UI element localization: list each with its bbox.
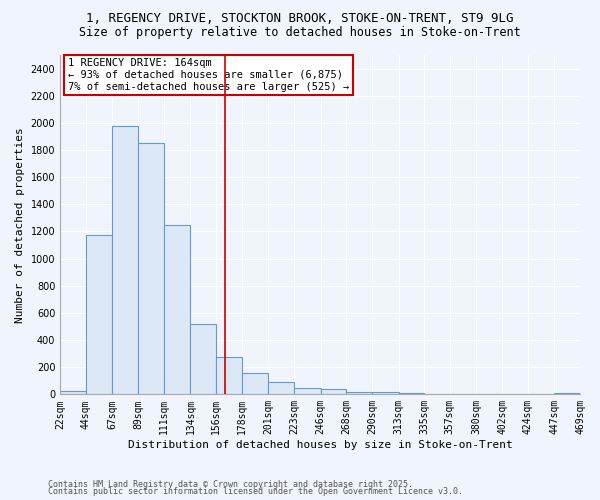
Bar bbox=[60, 391, 86, 394]
Bar bbox=[242, 374, 268, 394]
Bar bbox=[398, 393, 424, 394]
Bar bbox=[372, 392, 398, 394]
Text: Contains HM Land Registry data © Crown copyright and database right 2025.: Contains HM Land Registry data © Crown c… bbox=[48, 480, 413, 489]
Bar bbox=[190, 324, 216, 394]
Text: Size of property relative to detached houses in Stoke-on-Trent: Size of property relative to detached ho… bbox=[79, 26, 521, 39]
Bar bbox=[86, 235, 112, 394]
X-axis label: Distribution of detached houses by size in Stoke-on-Trent: Distribution of detached houses by size … bbox=[128, 440, 512, 450]
Y-axis label: Number of detached properties: Number of detached properties bbox=[15, 127, 25, 322]
Bar bbox=[268, 382, 294, 394]
Bar bbox=[138, 143, 164, 395]
Bar bbox=[554, 393, 580, 394]
Bar bbox=[164, 226, 190, 394]
Text: Contains public sector information licensed under the Open Government Licence v3: Contains public sector information licen… bbox=[48, 487, 463, 496]
Bar bbox=[112, 126, 138, 394]
Text: 1, REGENCY DRIVE, STOCKTON BROOK, STOKE-ON-TRENT, ST9 9LG: 1, REGENCY DRIVE, STOCKTON BROOK, STOKE-… bbox=[86, 12, 514, 26]
Bar bbox=[320, 388, 346, 394]
Bar bbox=[346, 392, 372, 394]
Bar bbox=[216, 357, 242, 395]
Text: 1 REGENCY DRIVE: 164sqm
← 93% of detached houses are smaller (6,875)
7% of semi-: 1 REGENCY DRIVE: 164sqm ← 93% of detache… bbox=[68, 58, 349, 92]
Bar bbox=[294, 388, 320, 394]
